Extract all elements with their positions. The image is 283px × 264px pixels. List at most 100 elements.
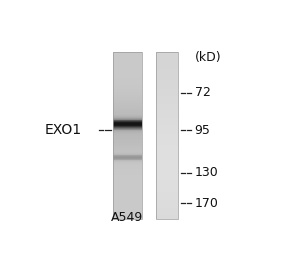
Bar xyxy=(113,124,142,125)
Bar xyxy=(113,61,142,62)
Bar xyxy=(113,210,142,211)
Bar xyxy=(113,169,142,170)
Bar xyxy=(156,130,178,131)
Bar xyxy=(113,93,142,95)
Bar xyxy=(113,96,142,97)
Bar xyxy=(113,83,142,84)
Bar xyxy=(156,122,178,123)
Bar xyxy=(156,153,178,154)
Bar xyxy=(156,178,178,179)
Bar xyxy=(113,206,142,207)
Bar xyxy=(113,88,142,89)
Bar xyxy=(113,178,142,180)
Bar xyxy=(113,78,142,79)
Bar xyxy=(113,161,142,162)
Bar xyxy=(113,212,142,213)
Bar xyxy=(113,84,142,85)
Bar xyxy=(113,215,142,216)
Bar xyxy=(156,96,178,97)
Bar xyxy=(113,83,142,84)
Bar xyxy=(113,147,142,148)
Bar xyxy=(113,155,142,156)
Bar xyxy=(113,116,142,117)
Bar xyxy=(113,112,142,113)
Bar xyxy=(156,111,178,112)
Bar xyxy=(113,52,142,53)
Bar xyxy=(156,59,178,60)
Bar xyxy=(113,199,142,200)
Bar xyxy=(113,173,142,175)
Bar xyxy=(113,81,142,82)
Text: 130: 130 xyxy=(195,167,218,180)
Bar xyxy=(113,95,142,96)
Bar xyxy=(113,74,142,75)
Bar xyxy=(113,119,142,120)
Bar xyxy=(113,160,142,161)
Bar xyxy=(113,153,142,154)
Bar xyxy=(156,72,178,73)
Bar xyxy=(113,125,142,126)
Bar xyxy=(113,209,142,210)
Bar xyxy=(156,108,178,109)
Bar xyxy=(113,52,142,219)
Bar xyxy=(156,73,178,74)
Bar xyxy=(113,139,142,140)
Bar xyxy=(156,110,178,111)
Bar xyxy=(156,173,178,174)
Bar xyxy=(156,125,178,126)
Bar xyxy=(156,172,178,173)
Bar xyxy=(113,72,142,73)
Bar xyxy=(156,100,178,101)
Bar xyxy=(156,206,178,207)
Bar xyxy=(113,103,142,104)
Bar xyxy=(156,138,178,139)
Bar xyxy=(156,190,178,191)
Bar xyxy=(156,104,178,105)
Bar xyxy=(156,182,178,183)
Bar xyxy=(113,194,142,195)
Bar xyxy=(113,60,142,61)
Bar xyxy=(156,81,178,82)
Bar xyxy=(156,99,178,100)
Bar xyxy=(156,95,178,96)
Bar xyxy=(156,159,178,160)
Bar xyxy=(113,93,142,94)
Bar xyxy=(113,168,142,169)
Bar xyxy=(156,109,178,110)
Bar xyxy=(113,58,142,59)
Bar xyxy=(156,146,178,147)
Bar xyxy=(113,105,142,106)
Bar xyxy=(113,177,142,178)
Bar xyxy=(113,197,142,198)
Bar xyxy=(156,148,178,149)
Bar xyxy=(156,215,178,216)
Bar xyxy=(156,82,178,83)
Bar xyxy=(156,148,178,149)
Bar xyxy=(156,88,178,89)
Bar xyxy=(113,99,142,100)
Bar xyxy=(113,146,142,147)
Bar xyxy=(156,214,178,215)
Bar xyxy=(113,163,142,164)
Bar xyxy=(156,216,178,217)
Bar xyxy=(113,174,142,175)
Bar xyxy=(113,126,142,127)
Bar xyxy=(156,52,178,53)
Bar xyxy=(156,204,178,205)
Bar xyxy=(113,91,142,92)
Bar xyxy=(156,162,178,163)
Bar xyxy=(156,57,178,58)
Bar xyxy=(113,170,142,171)
Bar xyxy=(156,191,178,192)
Bar xyxy=(156,87,178,88)
Bar xyxy=(113,68,142,69)
Bar xyxy=(156,155,178,156)
Bar xyxy=(156,124,178,125)
Bar xyxy=(156,204,178,205)
Bar xyxy=(113,184,142,185)
Bar xyxy=(113,158,142,159)
Bar xyxy=(156,136,178,137)
Bar xyxy=(156,132,178,133)
Bar xyxy=(156,214,178,215)
Bar xyxy=(156,156,178,157)
